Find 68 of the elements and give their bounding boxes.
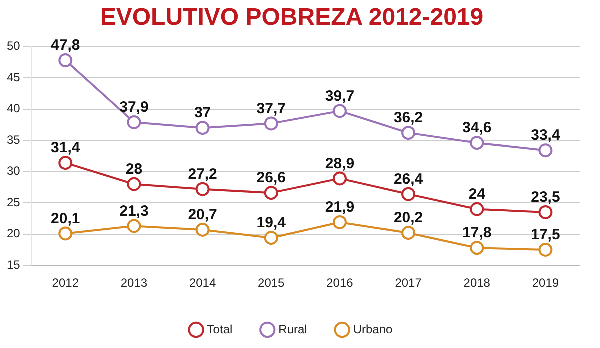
data-label: 23,5 (531, 189, 560, 206)
point (127, 177, 142, 192)
data-label: 26,6 (256, 170, 286, 187)
x-tick-label: 2013 (120, 276, 148, 290)
x-tick-label: 2019 (532, 276, 560, 290)
data-label: 31,4 (51, 140, 81, 157)
data-label: 28,9 (325, 155, 355, 172)
chart-title: EVOLUTIVO POBREZA 2012-2019 (100, 4, 484, 32)
data-label: 24 (468, 186, 486, 203)
data-label: 33,4 (531, 127, 561, 144)
data-label: 21,9 (325, 199, 355, 216)
data-label: 37,7 (256, 100, 286, 118)
point (402, 187, 416, 202)
point (332, 104, 347, 118)
point (58, 54, 73, 68)
point (58, 156, 73, 170)
point (538, 242, 553, 257)
x-tick-label: 2015 (258, 276, 286, 290)
point (332, 215, 347, 230)
y-tick-label: 35 (6, 132, 21, 147)
y-tick-label: 45 (6, 70, 21, 84)
data-label: 17,5 (531, 226, 560, 244)
point (538, 205, 553, 220)
data-label: 47,8 (51, 37, 80, 54)
data-label: 37,9 (120, 99, 149, 116)
legend-label: Urbano (353, 322, 394, 336)
point (127, 115, 142, 130)
point (402, 226, 416, 240)
x-tick-label: 2018 (464, 276, 491, 290)
data-label: 34,6 (462, 120, 492, 137)
point (196, 121, 210, 136)
data-label: 20,2 (394, 210, 424, 227)
data-label: 20,1 (51, 210, 80, 228)
y-tick-label: 50 (6, 39, 21, 54)
point (264, 231, 278, 246)
point (470, 241, 484, 256)
data-label: 21,3 (120, 202, 149, 220)
data-label: 20,7 (188, 206, 218, 224)
data-label: 37 (194, 104, 212, 122)
point (332, 172, 347, 186)
point (470, 136, 484, 150)
point (538, 144, 553, 158)
y-tick-label: 20 (6, 226, 21, 241)
x-tick-label: 2017 (395, 276, 422, 290)
point (402, 126, 416, 140)
point (264, 186, 278, 200)
point (196, 182, 210, 196)
point (127, 219, 142, 234)
y-tick-label: 25 (6, 195, 21, 210)
point (58, 226, 73, 241)
legend-label: Rural (278, 322, 308, 336)
data-label: 36,2 (394, 110, 424, 127)
x-tick-label: 2012 (52, 276, 80, 290)
point (470, 202, 484, 216)
y-tick-label: 30 (6, 164, 21, 178)
data-label: 17,8 (462, 224, 492, 242)
data-label: 19,4 (256, 214, 287, 232)
legend-label: Total (207, 322, 233, 336)
x-tick-label: 2016 (326, 276, 354, 290)
data-label: 27,2 (188, 166, 218, 183)
point (264, 116, 278, 131)
data-label: 28 (126, 160, 143, 178)
point (196, 222, 210, 237)
data-label: 39,7 (325, 88, 355, 105)
data-label: 26,4 (394, 170, 424, 188)
y-tick-label: 40 (6, 102, 21, 116)
x-tick-label: 2014 (189, 276, 216, 290)
y-tick-label: 15 (6, 258, 21, 272)
